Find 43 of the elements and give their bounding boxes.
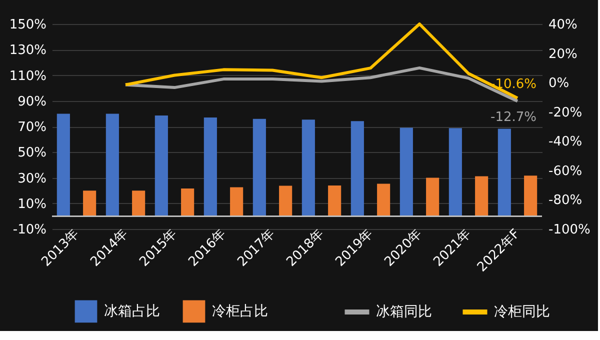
bar xyxy=(56,114,70,216)
legend-label: 冰箱占比 xyxy=(104,303,160,320)
legend-label: 冰箱同比 xyxy=(376,304,432,320)
y-tick-label: 130% xyxy=(9,43,46,58)
bar xyxy=(252,118,266,216)
data-label: -10.6% xyxy=(490,77,536,92)
y2-tick-label: 0% xyxy=(548,76,570,92)
y2-tick-label: -60% xyxy=(548,164,582,179)
bar xyxy=(302,120,315,216)
y-tick-label: 70% xyxy=(18,120,46,135)
bar xyxy=(230,187,244,216)
bar xyxy=(328,185,342,216)
bar xyxy=(475,176,488,216)
y-tick-label: 150% xyxy=(9,18,46,32)
bar xyxy=(154,115,168,216)
y-tick-label: 90% xyxy=(18,94,46,110)
bar xyxy=(498,128,511,216)
y2-tick-label: 20% xyxy=(548,46,578,62)
data-label: -12.7% xyxy=(490,110,536,126)
bar xyxy=(132,190,146,216)
bar xyxy=(426,178,440,216)
bar xyxy=(524,176,538,216)
bar xyxy=(181,188,194,216)
y2-tick-label: -80% xyxy=(548,193,582,208)
y2-tick-label: -40% xyxy=(548,134,582,150)
bar xyxy=(377,184,390,216)
y-tick-label: 50% xyxy=(18,146,46,161)
legend-label: 冷柜同比 xyxy=(494,304,550,320)
y2-tick-label: -100% xyxy=(548,222,590,238)
bar xyxy=(400,128,413,216)
y-tick-label: 110% xyxy=(9,68,46,84)
bar xyxy=(204,118,217,216)
y-tick-label: 30% xyxy=(18,171,46,186)
y2-tick-label: 40% xyxy=(548,18,578,32)
y-tick-label: 10% xyxy=(18,196,46,212)
y2-tick-label: -20% xyxy=(548,105,582,120)
bar xyxy=(106,114,119,216)
bar xyxy=(83,190,96,216)
bar xyxy=(350,121,364,216)
bar xyxy=(279,186,292,216)
legend-label: 冷柜占比 xyxy=(212,303,268,320)
bar xyxy=(448,128,462,216)
y-tick-label: -10% xyxy=(12,222,46,238)
